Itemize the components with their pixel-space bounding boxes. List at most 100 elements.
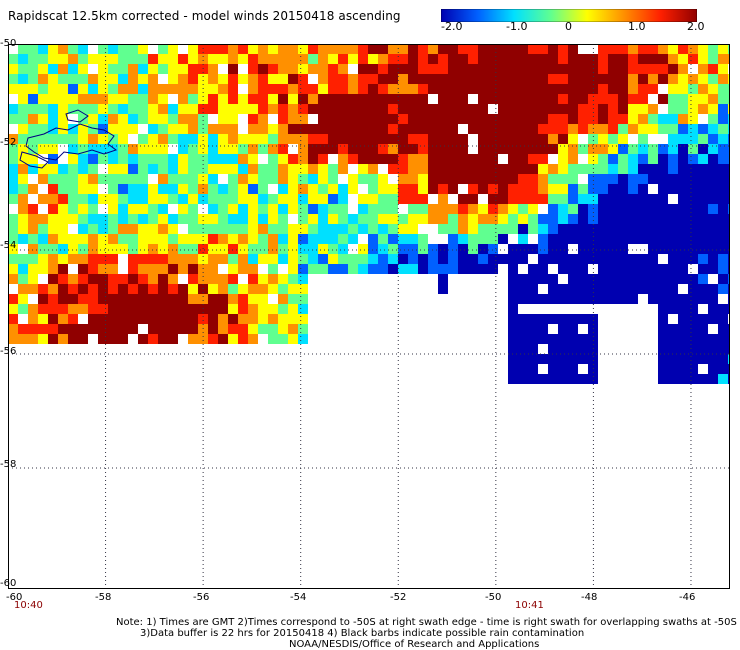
data-cell bbox=[228, 224, 238, 234]
data-cell bbox=[408, 264, 418, 274]
data-cell bbox=[718, 224, 728, 234]
data-cell bbox=[218, 74, 228, 84]
data-cell bbox=[268, 324, 278, 334]
data-cell bbox=[348, 254, 358, 264]
data-cell bbox=[178, 214, 188, 224]
data-cell bbox=[58, 334, 68, 344]
data-cell bbox=[618, 294, 628, 304]
data-cell bbox=[668, 134, 678, 144]
data-cell bbox=[188, 84, 198, 94]
data-cell bbox=[648, 54, 658, 64]
data-cell bbox=[108, 204, 118, 214]
data-cell bbox=[218, 164, 228, 174]
data-cell bbox=[128, 324, 138, 334]
data-cell bbox=[498, 214, 508, 224]
data-cell bbox=[228, 104, 238, 114]
data-cell bbox=[38, 144, 48, 154]
data-cell bbox=[578, 374, 588, 384]
falkland-islands-outline bbox=[25, 123, 118, 161]
data-cell bbox=[258, 254, 268, 264]
data-cell bbox=[498, 184, 508, 194]
data-cell bbox=[618, 234, 628, 244]
data-cell bbox=[28, 164, 38, 174]
data-cell bbox=[658, 344, 668, 354]
data-cell bbox=[168, 314, 178, 324]
data-cell bbox=[458, 154, 468, 164]
data-cell bbox=[638, 174, 648, 184]
data-cell bbox=[158, 144, 168, 154]
data-cell bbox=[18, 114, 28, 124]
data-cell bbox=[528, 274, 538, 284]
data-cell bbox=[298, 144, 308, 154]
data-cell bbox=[438, 144, 448, 154]
data-cell bbox=[38, 84, 48, 94]
data-cell bbox=[38, 254, 48, 264]
data-cell bbox=[118, 204, 128, 214]
data-cell bbox=[598, 144, 608, 154]
data-cell bbox=[428, 114, 438, 124]
data-cell bbox=[48, 234, 58, 244]
data-cell bbox=[668, 174, 678, 184]
data-cell bbox=[78, 254, 88, 264]
data-cell bbox=[188, 144, 198, 154]
data-cell bbox=[638, 194, 648, 204]
data-cell bbox=[678, 314, 688, 324]
data-cell bbox=[278, 274, 288, 284]
data-cell bbox=[408, 234, 418, 244]
data-cell bbox=[298, 94, 308, 104]
data-cell bbox=[708, 204, 718, 214]
data-cell bbox=[648, 264, 658, 274]
data-cell bbox=[688, 124, 698, 134]
data-cell bbox=[438, 154, 448, 164]
data-cell bbox=[68, 74, 78, 84]
data-cell bbox=[418, 134, 428, 144]
data-cell bbox=[698, 334, 708, 344]
data-cell bbox=[368, 114, 378, 124]
data-cell bbox=[148, 64, 158, 74]
data-cell bbox=[708, 54, 718, 64]
data-cell bbox=[478, 164, 488, 174]
data-cell bbox=[598, 274, 608, 284]
data-cell bbox=[688, 54, 698, 64]
data-cell bbox=[678, 144, 688, 154]
data-cell bbox=[118, 184, 128, 194]
data-cell bbox=[518, 314, 528, 324]
data-cell bbox=[508, 164, 518, 174]
data-cell bbox=[368, 74, 378, 84]
data-cell bbox=[38, 294, 48, 304]
data-cell bbox=[508, 134, 518, 144]
data-cell bbox=[218, 124, 228, 134]
data-cell bbox=[448, 144, 458, 154]
data-cell bbox=[688, 334, 698, 344]
data-cell bbox=[448, 114, 458, 124]
data-cell bbox=[168, 284, 178, 294]
data-cell bbox=[558, 44, 568, 54]
data-cell bbox=[378, 54, 388, 64]
data-cell bbox=[108, 114, 118, 124]
data-cell bbox=[288, 44, 298, 54]
data-cell bbox=[108, 194, 118, 204]
data-cell bbox=[368, 164, 378, 174]
data-cell bbox=[18, 274, 28, 284]
data-cell bbox=[658, 244, 668, 254]
data-cell bbox=[318, 44, 328, 54]
data-cell bbox=[498, 104, 508, 114]
data-cell bbox=[588, 174, 598, 184]
data-cell bbox=[678, 324, 688, 334]
data-cell bbox=[578, 214, 588, 224]
data-cell bbox=[198, 94, 208, 104]
data-cell bbox=[718, 234, 728, 244]
data-cell bbox=[388, 234, 398, 244]
data-cell bbox=[8, 54, 18, 64]
data-cell bbox=[478, 244, 488, 254]
data-cell bbox=[678, 114, 688, 124]
data-cell bbox=[508, 364, 518, 374]
data-cell bbox=[608, 254, 618, 264]
data-cell bbox=[118, 194, 128, 204]
data-cell bbox=[298, 114, 308, 124]
data-cell bbox=[338, 204, 348, 214]
data-cell bbox=[578, 354, 588, 364]
data-cell bbox=[558, 324, 568, 334]
data-cell bbox=[478, 174, 488, 184]
data-cell bbox=[68, 254, 78, 264]
